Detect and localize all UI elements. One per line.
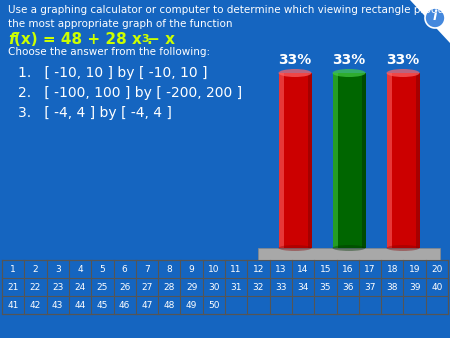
Ellipse shape xyxy=(279,245,311,251)
Text: 33%: 33% xyxy=(387,53,419,67)
Text: 20: 20 xyxy=(431,265,442,273)
Text: 32: 32 xyxy=(253,283,264,291)
Text: 6: 6 xyxy=(122,265,127,273)
Text: 27: 27 xyxy=(141,283,153,291)
Text: 37: 37 xyxy=(364,283,376,291)
Text: 33%: 33% xyxy=(333,53,365,67)
Text: 19: 19 xyxy=(409,265,420,273)
Text: 3: 3 xyxy=(55,265,61,273)
Text: 36: 36 xyxy=(342,283,353,291)
Text: 29: 29 xyxy=(186,283,197,291)
Text: 48: 48 xyxy=(163,300,175,310)
Text: 10: 10 xyxy=(208,265,220,273)
Text: 49: 49 xyxy=(186,300,197,310)
Text: 2: 2 xyxy=(33,265,38,273)
Text: 4: 4 xyxy=(77,265,83,273)
Text: 25: 25 xyxy=(97,283,108,291)
Text: 24: 24 xyxy=(74,283,86,291)
Text: 23: 23 xyxy=(52,283,63,291)
Bar xyxy=(333,73,338,248)
Ellipse shape xyxy=(387,245,419,251)
Bar xyxy=(308,73,312,248)
Text: 2.   [ -100, 100 ] by [ -200, 200 ]: 2. [ -100, 100 ] by [ -200, 200 ] xyxy=(18,86,242,100)
Text: Choose the answer from the following:: Choose the answer from the following: xyxy=(8,47,210,57)
Polygon shape xyxy=(410,0,450,43)
Bar xyxy=(416,73,420,248)
Text: 46: 46 xyxy=(119,300,130,310)
Text: 15: 15 xyxy=(320,265,331,273)
Text: 30: 30 xyxy=(208,283,220,291)
Text: .: . xyxy=(147,32,153,47)
Text: 3.   [ -4, 4 ] by [ -4, 4 ]: 3. [ -4, 4 ] by [ -4, 4 ] xyxy=(18,106,172,120)
Text: 38: 38 xyxy=(387,283,398,291)
Text: 31: 31 xyxy=(230,283,242,291)
Ellipse shape xyxy=(279,69,311,77)
Ellipse shape xyxy=(333,245,365,251)
Text: 50: 50 xyxy=(208,300,220,310)
Text: 39: 39 xyxy=(409,283,420,291)
Bar xyxy=(279,73,284,248)
Text: 33%: 33% xyxy=(279,53,311,67)
Bar xyxy=(333,73,366,248)
Text: 26: 26 xyxy=(119,283,130,291)
Text: 9: 9 xyxy=(189,265,194,273)
Text: 44: 44 xyxy=(74,300,86,310)
Text: 12: 12 xyxy=(253,265,264,273)
Text: 14: 14 xyxy=(297,265,309,273)
Text: (x) = 48 + 28 x − x: (x) = 48 + 28 x − x xyxy=(14,32,175,47)
Text: 13: 13 xyxy=(275,265,287,273)
Text: 47: 47 xyxy=(141,300,153,310)
Bar xyxy=(387,73,392,248)
Text: 35: 35 xyxy=(320,283,331,291)
Text: 42: 42 xyxy=(30,300,41,310)
Bar xyxy=(387,73,420,248)
Text: 16: 16 xyxy=(342,265,353,273)
Text: 18: 18 xyxy=(387,265,398,273)
Text: 17: 17 xyxy=(364,265,376,273)
Text: 1: 1 xyxy=(10,265,16,273)
Text: f: f xyxy=(8,32,14,47)
Bar xyxy=(2,260,448,314)
Ellipse shape xyxy=(387,69,419,77)
Text: 34: 34 xyxy=(297,283,309,291)
Text: 43: 43 xyxy=(52,300,63,310)
Bar xyxy=(258,248,440,260)
Text: 22: 22 xyxy=(30,283,41,291)
Ellipse shape xyxy=(333,69,365,77)
Circle shape xyxy=(425,8,445,28)
Text: 5: 5 xyxy=(99,265,105,273)
Bar xyxy=(362,73,366,248)
Text: 7: 7 xyxy=(144,265,150,273)
Text: 8: 8 xyxy=(166,265,172,273)
Text: 45: 45 xyxy=(97,300,108,310)
Bar xyxy=(279,73,312,248)
Text: 41: 41 xyxy=(8,300,19,310)
Text: 33: 33 xyxy=(275,283,287,291)
Text: 28: 28 xyxy=(163,283,175,291)
Text: Use a graphing calculator or computer to determine which viewing rectangle produ: Use a graphing calculator or computer to… xyxy=(8,5,450,29)
Text: 11: 11 xyxy=(230,265,242,273)
Text: 21: 21 xyxy=(8,283,19,291)
Text: 1.   [ -10, 10 ] by [ -10, 10 ]: 1. [ -10, 10 ] by [ -10, 10 ] xyxy=(18,66,207,80)
Text: 40: 40 xyxy=(431,283,442,291)
Text: i: i xyxy=(433,10,437,24)
Text: 3: 3 xyxy=(141,34,148,44)
